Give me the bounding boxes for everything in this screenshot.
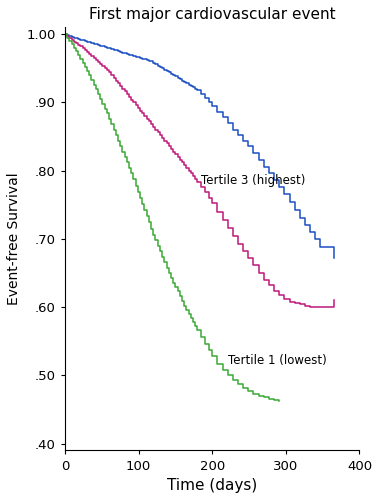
Title: First major cardiovascular event: First major cardiovascular event bbox=[89, 7, 335, 22]
Text: Tertile 3 (highest): Tertile 3 (highest) bbox=[201, 174, 305, 188]
Text: Tertile 1 (lowest): Tertile 1 (lowest) bbox=[229, 354, 327, 367]
X-axis label: Time (days): Time (days) bbox=[167, 478, 257, 493]
Y-axis label: Event-free Survival: Event-free Survival bbox=[7, 172, 21, 305]
